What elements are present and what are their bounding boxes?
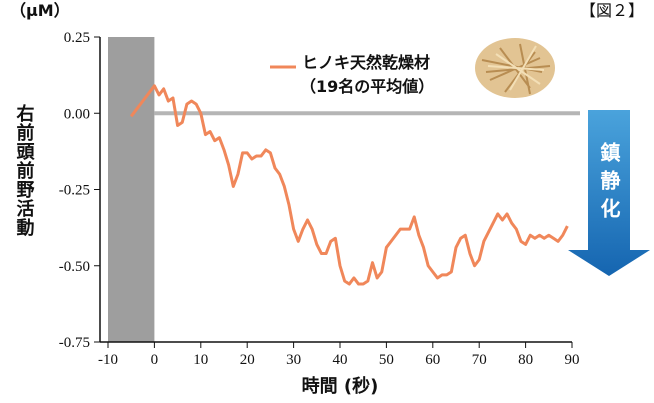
- x-tick-label: 50: [379, 352, 394, 368]
- x-tick-label: 0: [151, 352, 159, 368]
- x-tick-label: -10: [98, 352, 118, 368]
- data-line: [130, 84, 569, 286]
- x-tick-label: 30: [286, 352, 301, 368]
- shaded-region: [108, 37, 155, 342]
- x-tick-label: 60: [425, 352, 440, 368]
- annotation: 鎮静化: [597, 141, 621, 226]
- y-axis-label: 右前頭前野活動: [14, 103, 35, 237]
- x-tick-label: 70: [472, 352, 487, 368]
- plot-area: 0.25 0.00 -0.25 -0.50 -0.75 -10 0 10 20 30 40 50 60 7…: [59, 30, 580, 368]
- x-tick-label: 20: [240, 352, 255, 368]
- x-axis-label: 時間 (秒): [302, 375, 379, 397]
- figure-label: 【図２】: [580, 1, 644, 20]
- x-tick-label: 10: [193, 352, 208, 368]
- y-tick-label: -0.50: [59, 259, 90, 275]
- y-tick-label: -0.75: [59, 335, 90, 351]
- y-tick-label: 0.00: [64, 106, 90, 122]
- legend-note: （19名の平均値）: [300, 77, 434, 96]
- y-tick-label: -0.25: [59, 183, 90, 199]
- y-tick-label: 0.25: [64, 30, 90, 46]
- unit-label: （μM）: [10, 1, 70, 20]
- wood-chips-image: [475, 38, 555, 98]
- x-tick-label: 40: [333, 352, 348, 368]
- x-tick-label: 90: [565, 352, 580, 368]
- x-tick-label: 80: [518, 352, 533, 368]
- sedation-arrow: [568, 110, 650, 276]
- legend-label: ヒノキ天然乾燥材: [302, 53, 430, 72]
